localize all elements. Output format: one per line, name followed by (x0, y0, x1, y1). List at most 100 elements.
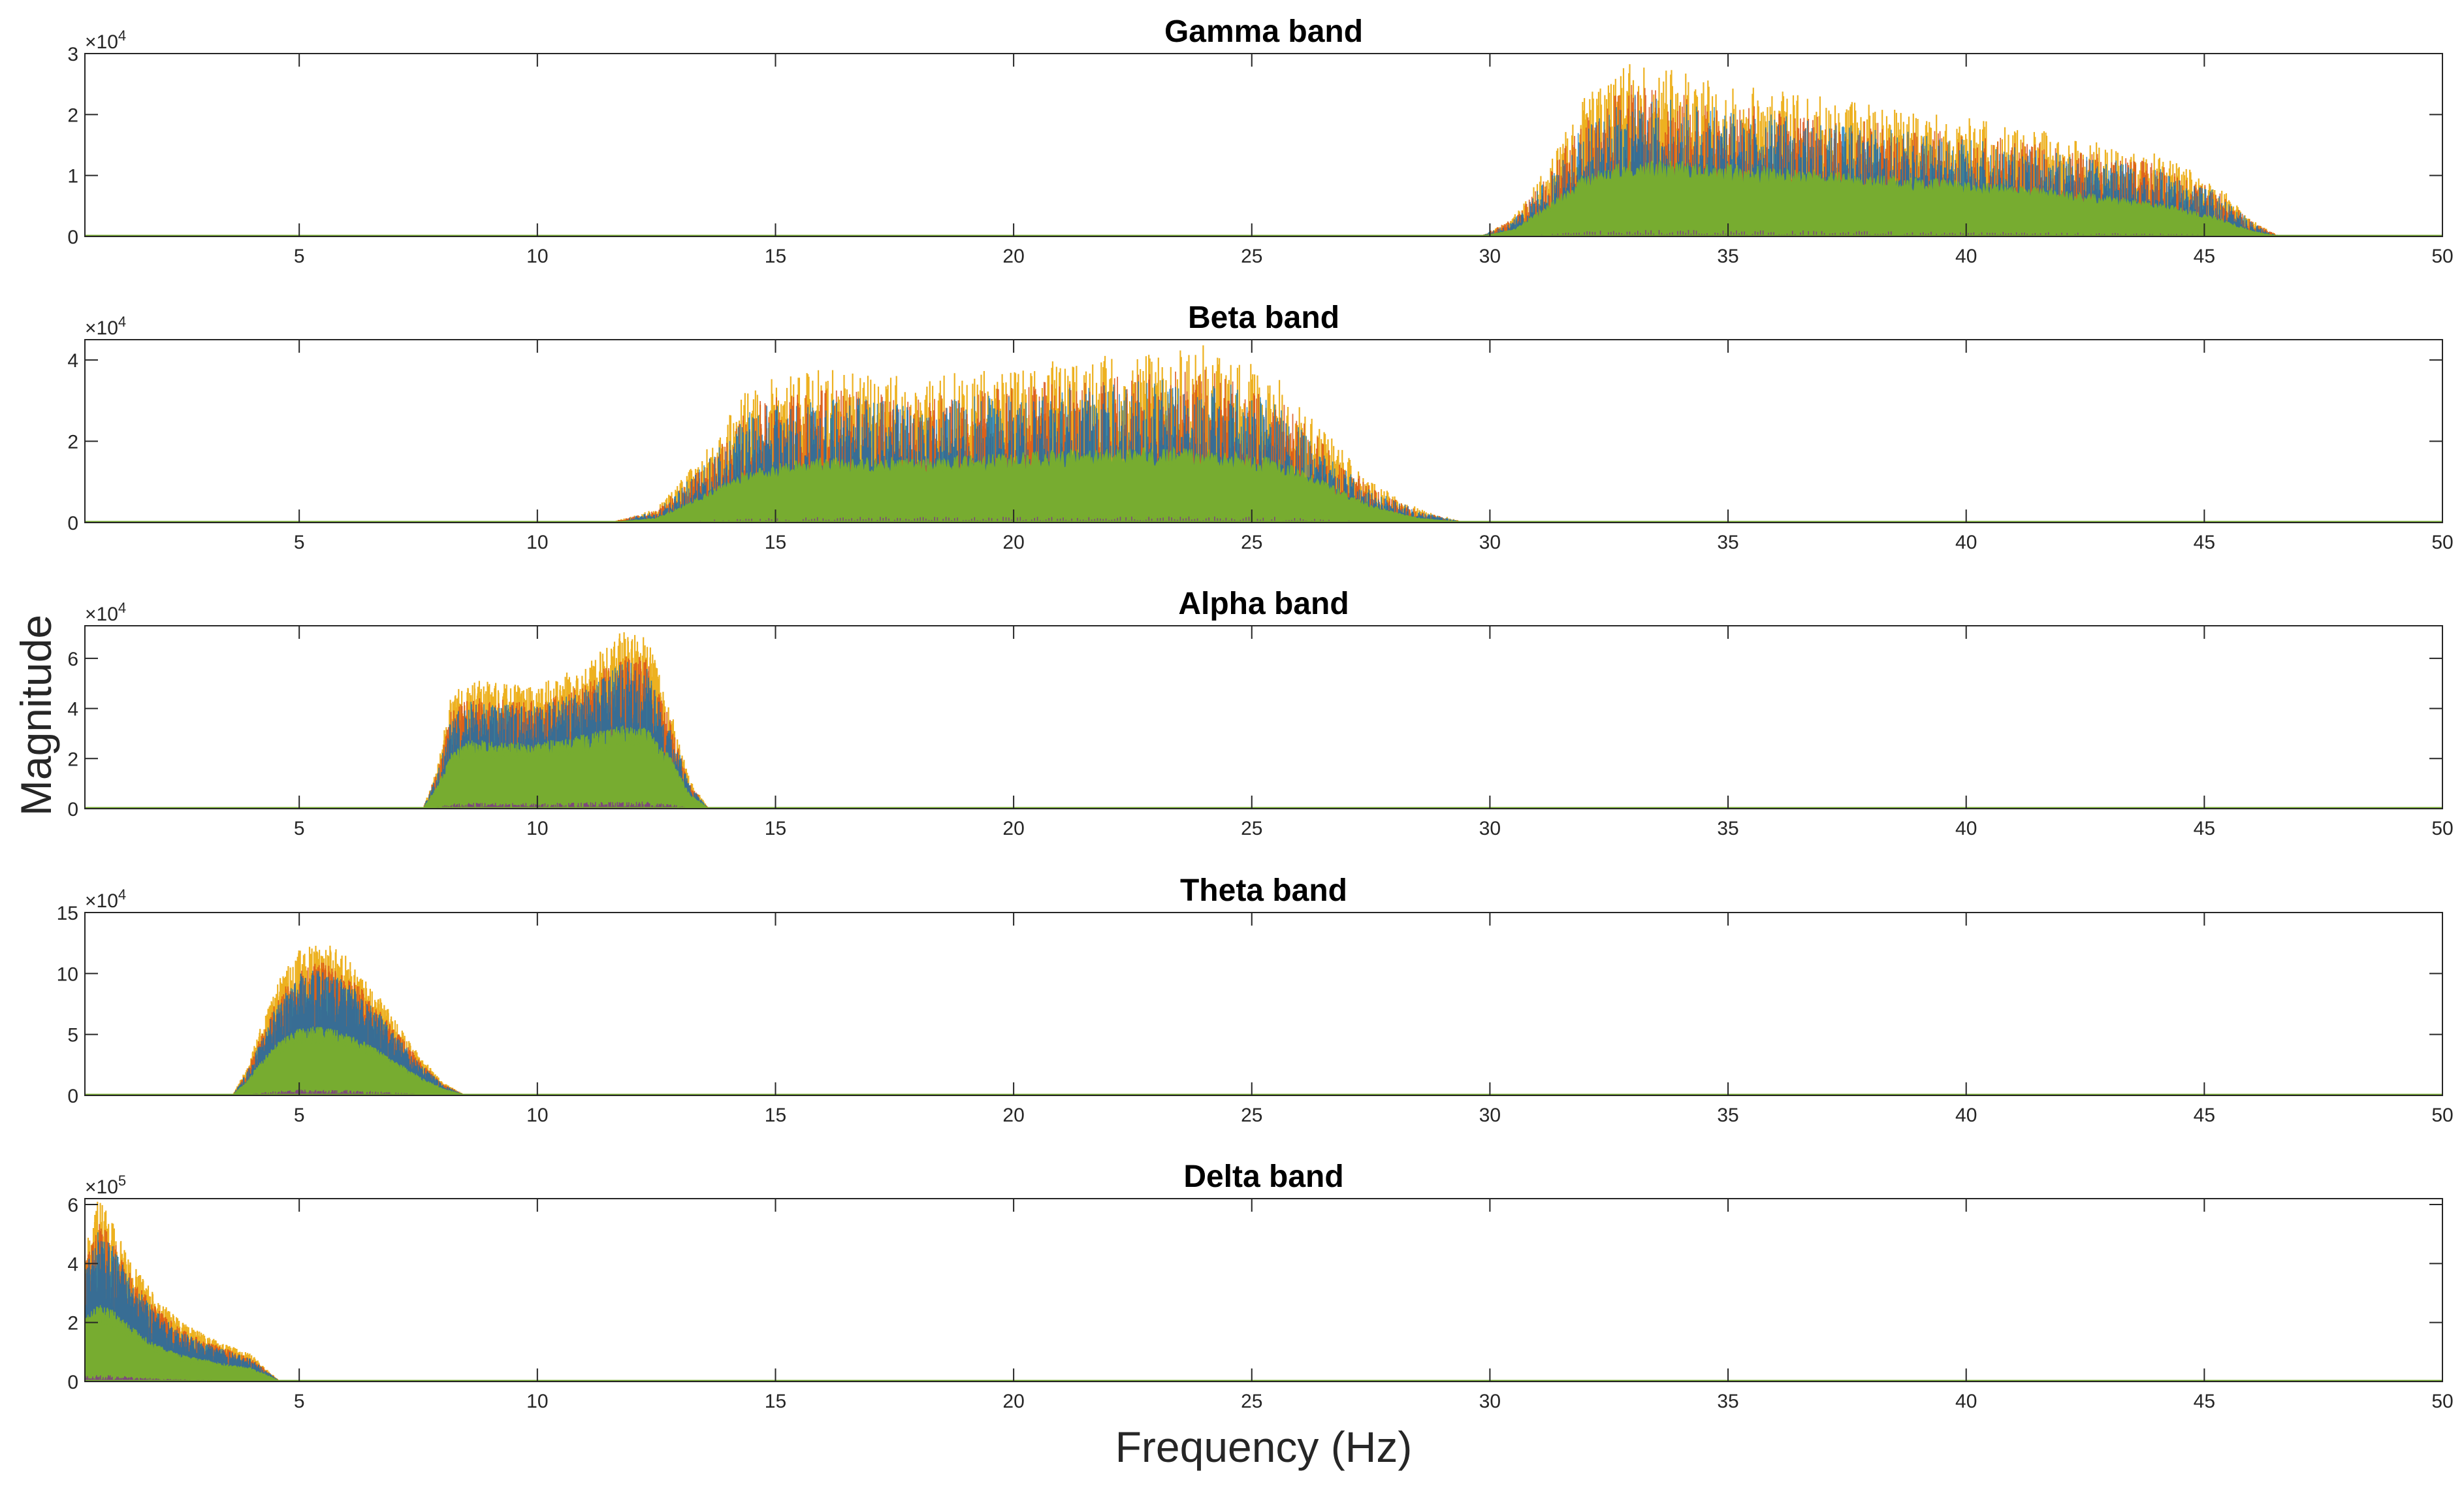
y-exponent-power: 5 (118, 1173, 126, 1189)
axes-frame (84, 339, 2443, 523)
y-tick-label: 2 (67, 105, 78, 126)
x-tick-label: 25 (1241, 1105, 1262, 1126)
x-tick-label: 35 (1717, 1391, 1738, 1412)
y-tick-label: 0 (67, 1372, 78, 1393)
y-tick-label: 2 (67, 432, 78, 453)
y-axis-label: Magnitude (12, 615, 60, 816)
x-tick-label: 35 (1717, 818, 1738, 839)
x-tick-label: 40 (1955, 246, 1977, 267)
x-tick-label: 5 (294, 1391, 305, 1412)
y-tick-label: 4 (67, 1253, 78, 1275)
x-tick-label: 5 (294, 246, 305, 267)
x-tick-label: 45 (2194, 246, 2215, 267)
axes-frame (84, 625, 2443, 809)
x-tick-label: 35 (1717, 246, 1738, 267)
series-fill-green (422, 725, 711, 809)
x-tick-label: 30 (1479, 246, 1501, 267)
plot-area (85, 1199, 2442, 1382)
series-fill-green (1480, 159, 2281, 237)
y-exponent-power: 4 (118, 314, 126, 330)
x-tick-label: 45 (2194, 1105, 2215, 1126)
x-tick-label: 45 (2194, 818, 2215, 839)
y-tick-label: 5 (67, 1025, 78, 1046)
x-tick-label: 50 (2431, 246, 2453, 267)
x-tick-label: 45 (2194, 1391, 2215, 1412)
x-tick-label: 25 (1241, 532, 1262, 553)
x-tick-label: 35 (1717, 532, 1738, 553)
x-tick-label: 25 (1241, 818, 1262, 839)
x-tick-label: 10 (526, 818, 548, 839)
x-tick-label: 15 (765, 818, 786, 839)
x-tick-label: 10 (526, 532, 548, 553)
x-tick-label: 50 (2431, 532, 2453, 553)
panel-title: Theta band (1180, 873, 1347, 908)
series-fill-green (609, 445, 1466, 523)
x-tick-label: 5 (294, 532, 305, 553)
x-tick-label: 30 (1479, 818, 1501, 839)
x-tick-label: 50 (2431, 818, 2453, 839)
x-tick-label: 20 (1002, 1391, 1024, 1412)
x-tick-label: 20 (1002, 818, 1024, 839)
x-axis-label: Frequency (Hz) (1115, 1423, 1413, 1471)
y-tick-label: 4 (67, 699, 78, 720)
x-tick-label: 15 (765, 246, 786, 267)
x-tick-label: 20 (1002, 1105, 1024, 1126)
y-tick-label: 0 (67, 227, 78, 248)
x-tick-label: 15 (765, 532, 786, 553)
panel-title: Delta band (1183, 1159, 1343, 1194)
series-fill-green (84, 1305, 281, 1382)
plot-area (85, 913, 2442, 1095)
y-tick-label: 3 (67, 44, 78, 65)
x-tick-label: 10 (526, 1391, 548, 1412)
x-tick-label: 10 (526, 1105, 548, 1126)
y-tick-label: 4 (67, 350, 78, 372)
y-exponent-power: 4 (118, 27, 126, 44)
y-tick-label: 10 (57, 963, 78, 985)
x-tick-label: 40 (1955, 818, 1977, 839)
x-tick-label: 45 (2194, 532, 2215, 553)
y-tick-label: 6 (67, 649, 78, 670)
series-fill-green (231, 1026, 466, 1096)
axes-frame (84, 53, 2443, 237)
x-tick-label: 25 (1241, 1391, 1262, 1412)
x-tick-label: 40 (1955, 1105, 1977, 1126)
axes-frame (84, 1198, 2443, 1382)
y-tick-label: 6 (67, 1195, 78, 1216)
x-tick-label: 5 (294, 818, 305, 839)
y-exponent-label: ×105 (85, 1173, 126, 1198)
x-tick-label: 10 (526, 246, 548, 267)
panel-title: Beta band (1188, 300, 1339, 335)
panel-title: Alpha band (1178, 587, 1349, 621)
x-tick-label: 30 (1479, 532, 1501, 553)
x-tick-label: 50 (2431, 1391, 2453, 1412)
panel-title: Gamma band (1164, 14, 1363, 49)
y-exponent-power: 4 (118, 886, 126, 903)
x-tick-label: 50 (2431, 1105, 2453, 1126)
y-tick-label: 0 (67, 799, 78, 820)
x-tick-label: 15 (765, 1105, 786, 1126)
y-exponent-power: 4 (118, 600, 126, 616)
y-tick-label: 15 (57, 903, 78, 924)
x-tick-label: 15 (765, 1391, 786, 1412)
x-tick-label: 35 (1717, 1105, 1738, 1126)
x-tick-label: 25 (1241, 246, 1262, 267)
x-tick-label: 5 (294, 1105, 305, 1126)
x-tick-label: 40 (1955, 532, 1977, 553)
y-tick-label: 0 (67, 513, 78, 534)
y-tick-label: 2 (67, 749, 78, 770)
y-tick-label: 0 (67, 1086, 78, 1107)
axes-frame (84, 912, 2443, 1096)
x-tick-label: 20 (1002, 532, 1024, 553)
subplot-delta-band: 5 10 15 20 25 30 35 40 45 50 0 2 4 6 ×105 Delta band (67, 1159, 2453, 1412)
x-tick-label: 30 (1479, 1391, 1501, 1412)
x-tick-label: 30 (1479, 1105, 1501, 1126)
y-tick-label: 1 (67, 166, 78, 187)
x-tick-label: 40 (1955, 1391, 1977, 1412)
x-tick-label: 20 (1002, 246, 1024, 267)
